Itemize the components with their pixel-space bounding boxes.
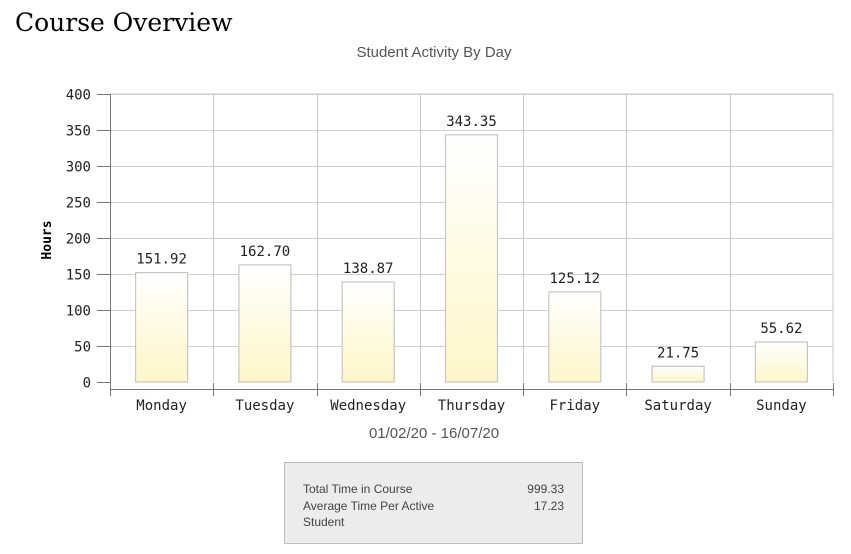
category-label: Monday	[136, 398, 187, 414]
bar-value-label: 125.12	[550, 271, 601, 287]
category-label: Thursday	[438, 398, 505, 414]
summary-value: 999.33	[527, 482, 564, 496]
category-label: Tuesday	[235, 398, 294, 414]
y-axis-label: Hours	[40, 220, 55, 259]
y-tick-label: 300	[66, 160, 91, 176]
summary-label: Average Time Per Active Student	[303, 499, 435, 529]
bar-value-label: 55.62	[760, 321, 802, 337]
bar-saturday	[651, 365, 705, 383]
y-tick-label: 50	[74, 340, 91, 356]
bar-monday	[135, 272, 189, 383]
bar-wednesday	[341, 281, 395, 383]
category-label: Saturday	[644, 398, 711, 414]
category-label: Wednesday	[330, 398, 406, 414]
bar-value-label: 138.87	[343, 261, 394, 277]
y-tick-label: 400	[66, 88, 91, 104]
bar-thursday	[444, 134, 499, 383]
page-title: Course Overview	[15, 8, 233, 37]
bar-friday	[548, 291, 602, 383]
x-axis-label: 01/02/20 - 16/07/20	[369, 425, 499, 442]
bar-value-label: 162.70	[240, 244, 291, 260]
y-tick-label: 150	[66, 268, 91, 284]
category-label: Friday	[550, 398, 601, 414]
bar-value-label: 343.35	[446, 114, 497, 130]
y-tick-label: 350	[66, 124, 91, 140]
activity-chart: Student Activity By Day 0 50 100 150 200 250 3…	[40, 44, 834, 442]
summary-label: Total Time in Course	[303, 482, 413, 496]
category-label: Sunday	[756, 398, 807, 414]
y-tick-label: 200	[66, 232, 91, 248]
y-tick-label: 0	[83, 376, 91, 392]
bar-tuesday	[238, 264, 292, 383]
bar-value-label: 21.75	[657, 345, 699, 361]
y-tick-label: 100	[66, 304, 91, 320]
bar-sunday	[754, 341, 809, 383]
y-tick-label: 250	[66, 196, 91, 212]
summary-panel: Total Time in Course 999.33 Average Time…	[284, 462, 583, 544]
bar-value-label: 151.92	[136, 252, 187, 268]
summary-value: 17.23	[533, 499, 564, 513]
chart-title: Student Activity By Day	[356, 44, 512, 61]
